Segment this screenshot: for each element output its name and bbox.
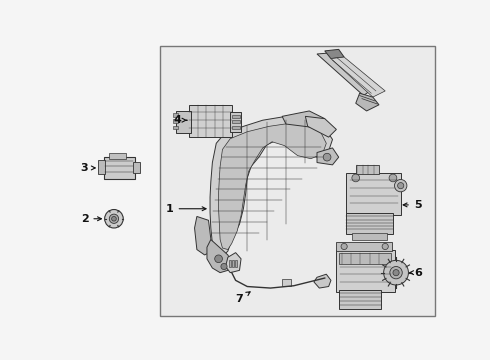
Polygon shape bbox=[305, 116, 336, 137]
Polygon shape bbox=[235, 260, 237, 266]
Polygon shape bbox=[133, 162, 140, 172]
Polygon shape bbox=[356, 93, 379, 111]
Circle shape bbox=[390, 266, 402, 279]
Polygon shape bbox=[189, 105, 232, 137]
Circle shape bbox=[112, 216, 116, 221]
Text: 1: 1 bbox=[166, 204, 206, 214]
Polygon shape bbox=[104, 157, 135, 179]
Polygon shape bbox=[219, 123, 326, 249]
Circle shape bbox=[389, 174, 397, 182]
Polygon shape bbox=[195, 216, 212, 255]
Polygon shape bbox=[98, 160, 105, 174]
Polygon shape bbox=[207, 239, 232, 273]
Polygon shape bbox=[232, 260, 234, 266]
Circle shape bbox=[397, 183, 404, 189]
Circle shape bbox=[105, 210, 123, 228]
Text: 5: 5 bbox=[403, 200, 421, 210]
Polygon shape bbox=[282, 111, 325, 128]
Polygon shape bbox=[336, 242, 392, 251]
Polygon shape bbox=[325, 49, 344, 59]
Polygon shape bbox=[339, 253, 392, 264]
Polygon shape bbox=[336, 249, 394, 292]
Polygon shape bbox=[339, 289, 381, 309]
Polygon shape bbox=[331, 57, 385, 97]
Text: 7: 7 bbox=[236, 292, 250, 304]
Polygon shape bbox=[346, 172, 401, 215]
Polygon shape bbox=[230, 112, 241, 132]
Polygon shape bbox=[352, 233, 387, 240]
Circle shape bbox=[323, 153, 331, 161]
Text: 6: 6 bbox=[410, 267, 422, 278]
Text: 4: 4 bbox=[173, 115, 187, 125]
Circle shape bbox=[393, 270, 399, 276]
Circle shape bbox=[394, 180, 407, 192]
Polygon shape bbox=[109, 153, 126, 159]
Text: 3: 3 bbox=[81, 163, 95, 173]
Polygon shape bbox=[173, 126, 177, 130]
Polygon shape bbox=[176, 111, 192, 132]
Polygon shape bbox=[232, 126, 240, 129]
Polygon shape bbox=[160, 46, 435, 316]
Polygon shape bbox=[229, 260, 231, 266]
Polygon shape bbox=[173, 113, 177, 117]
Polygon shape bbox=[225, 253, 241, 273]
Circle shape bbox=[341, 243, 347, 249]
Polygon shape bbox=[173, 120, 177, 123]
Circle shape bbox=[221, 264, 227, 270]
Polygon shape bbox=[317, 148, 339, 165]
Polygon shape bbox=[356, 165, 379, 174]
Circle shape bbox=[382, 243, 388, 249]
Circle shape bbox=[215, 255, 222, 263]
Text: 2: 2 bbox=[81, 214, 101, 224]
Polygon shape bbox=[232, 115, 240, 118]
Circle shape bbox=[352, 174, 360, 182]
Polygon shape bbox=[282, 279, 292, 286]
Polygon shape bbox=[232, 120, 240, 123]
Polygon shape bbox=[314, 274, 331, 288]
Circle shape bbox=[384, 260, 409, 285]
Polygon shape bbox=[210, 116, 333, 255]
Circle shape bbox=[109, 214, 119, 223]
Polygon shape bbox=[346, 213, 393, 234]
Polygon shape bbox=[317, 53, 377, 95]
